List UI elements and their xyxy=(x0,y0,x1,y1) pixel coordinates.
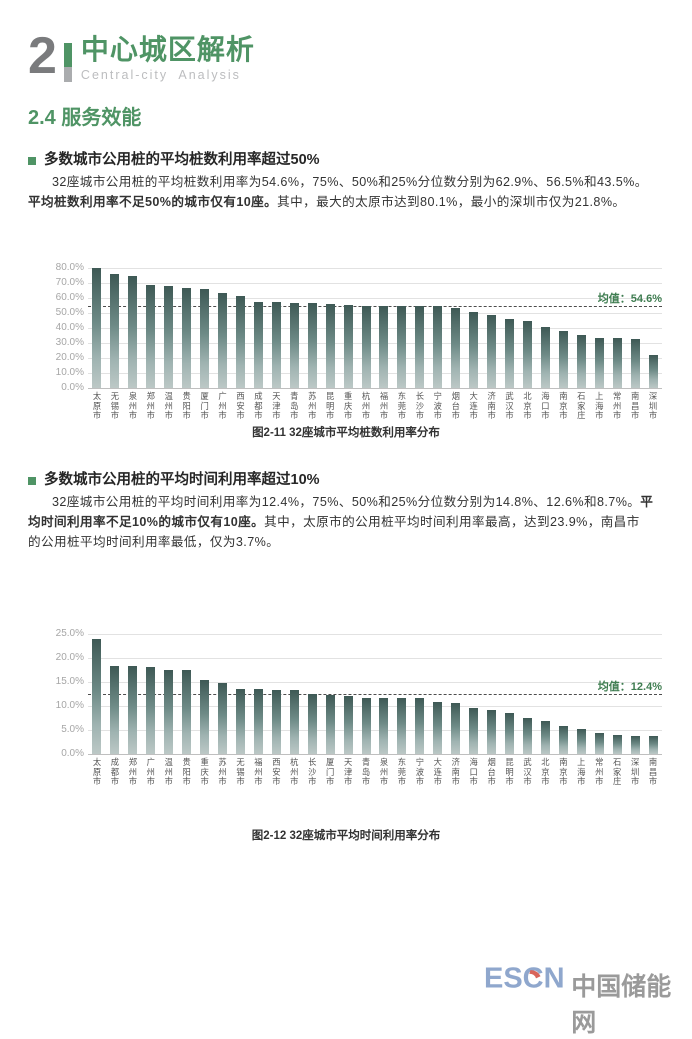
svg-text:ESCN: ESCN xyxy=(484,963,563,995)
